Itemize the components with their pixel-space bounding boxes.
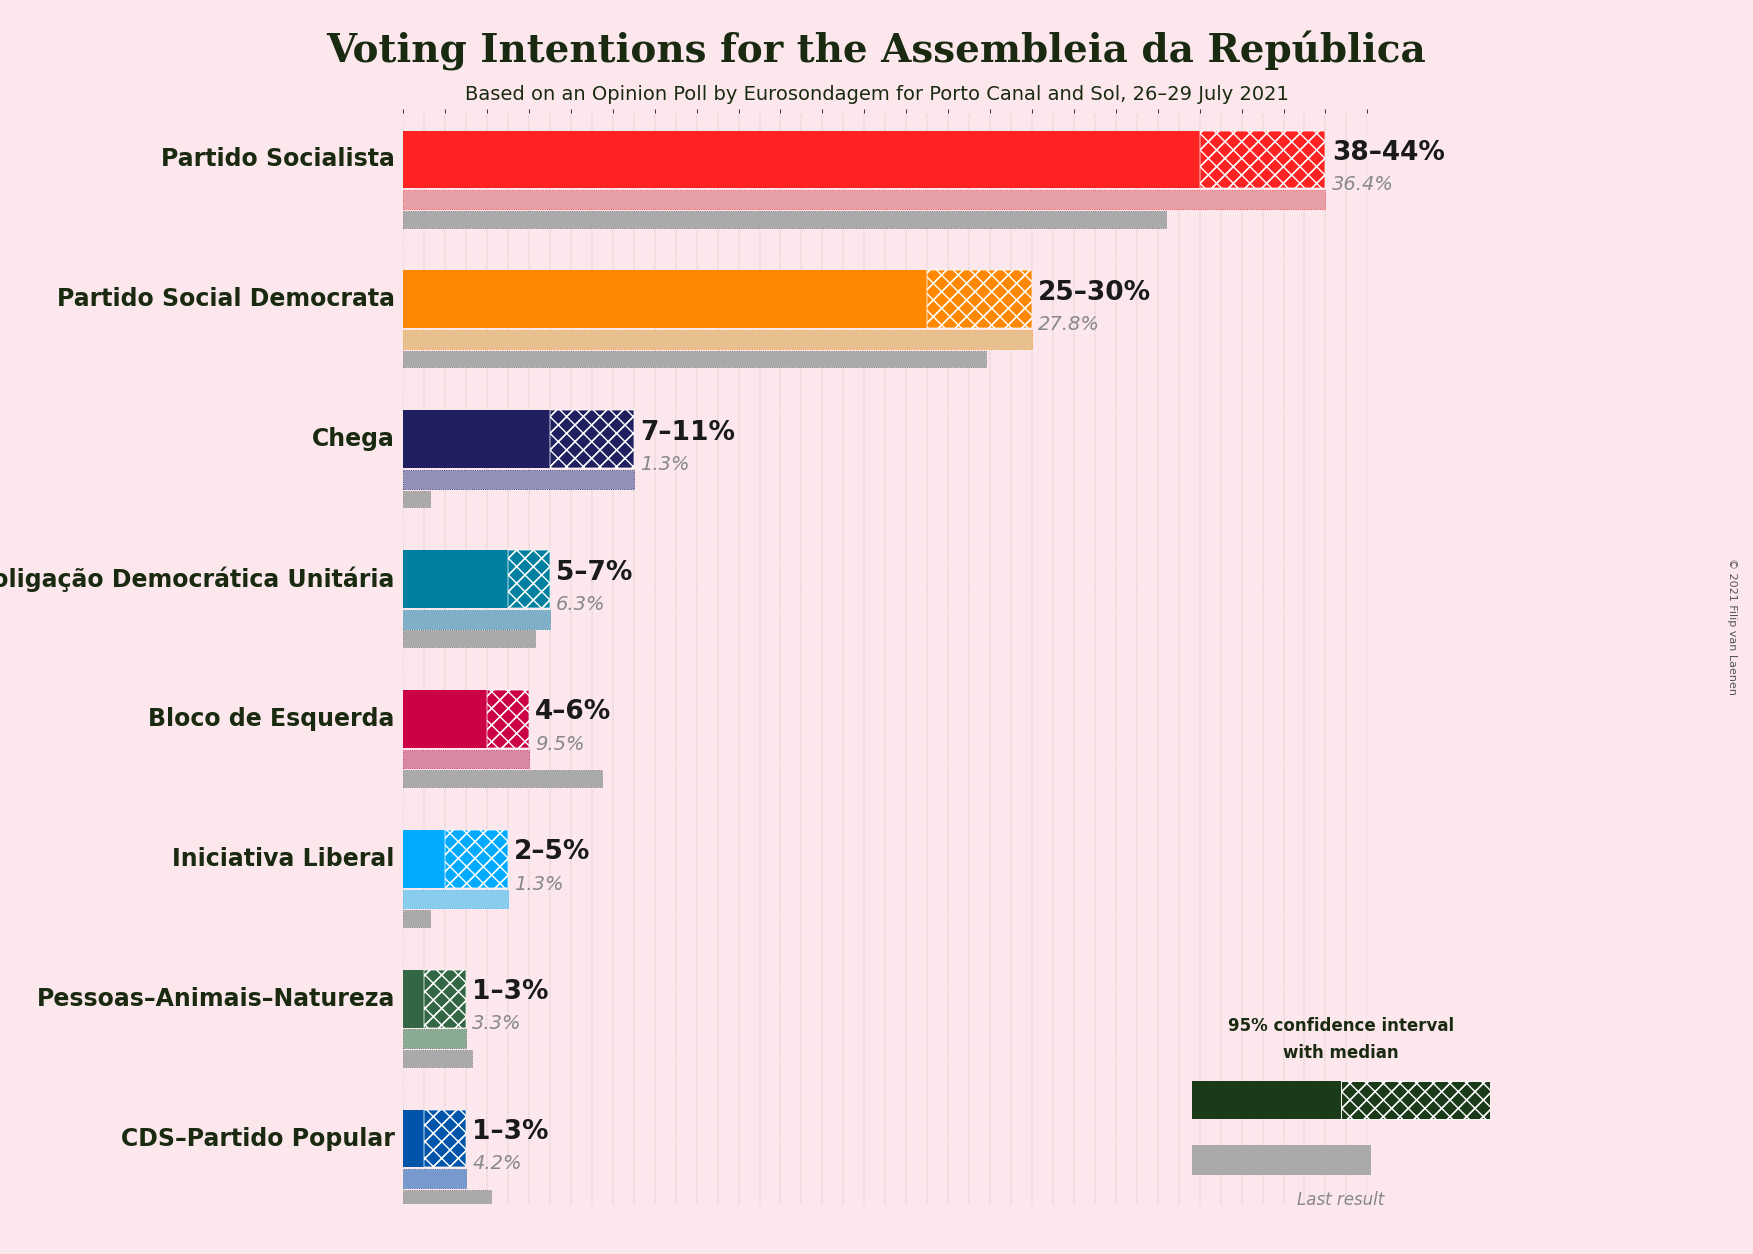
Bar <box>424 1110 466 1167</box>
Bar <box>403 191 1325 209</box>
Bar <box>445 830 508 888</box>
Text: 25–30%: 25–30% <box>1038 280 1152 306</box>
Bar <box>403 211 1166 227</box>
Bar <box>927 271 1033 329</box>
Text: 7–11%: 7–11% <box>640 420 735 445</box>
Text: Iniciativa Liberal: Iniciativa Liberal <box>172 846 394 870</box>
Bar <box>403 1050 472 1067</box>
Bar <box>403 609 550 628</box>
Text: Partido Social Democrata: Partido Social Democrata <box>56 287 394 311</box>
Bar <box>403 690 487 747</box>
Bar <box>403 889 508 908</box>
Bar <box>550 410 635 468</box>
Text: 9.5%: 9.5% <box>535 735 586 754</box>
Text: Based on an Opinion Poll by Eurosondagem for Porto Canal and Sol, 26–29 July 202: Based on an Opinion Poll by Eurosondagem… <box>465 85 1288 104</box>
Text: Bloco de Esquerda: Bloco de Esquerda <box>149 707 394 731</box>
Bar <box>424 969 466 1027</box>
Bar <box>508 551 550 608</box>
Text: 1.3%: 1.3% <box>640 455 689 474</box>
Text: 4–6%: 4–6% <box>535 700 612 725</box>
Bar <box>403 410 550 468</box>
Bar <box>403 910 431 927</box>
Text: Last result: Last result <box>1297 1191 1385 1209</box>
Bar <box>403 330 1033 349</box>
Text: 6.3%: 6.3% <box>556 594 607 613</box>
Text: Voting Intentions for the Assembleia da República: Voting Intentions for the Assembleia da … <box>326 31 1427 71</box>
Bar <box>424 1110 466 1167</box>
Bar <box>424 969 466 1027</box>
Bar <box>1341 1081 1490 1119</box>
Text: Partido Socialista: Partido Socialista <box>161 148 394 172</box>
Bar <box>1192 1081 1341 1119</box>
Text: 1.3%: 1.3% <box>514 874 564 894</box>
Text: 5–7%: 5–7% <box>556 559 633 586</box>
Bar <box>403 750 529 769</box>
Text: 1–3%: 1–3% <box>472 1119 549 1145</box>
Bar <box>1341 1081 1490 1119</box>
Text: 1–3%: 1–3% <box>472 979 549 1006</box>
Bar <box>403 1030 466 1048</box>
Text: 38–44%: 38–44% <box>1332 140 1444 166</box>
Bar <box>403 631 535 647</box>
Text: Pessoas–Animais–Natureza: Pessoas–Animais–Natureza <box>37 987 394 1011</box>
Bar <box>927 271 1033 329</box>
Text: 4.2%: 4.2% <box>472 1154 522 1174</box>
Bar <box>403 130 1199 188</box>
Text: 36.4%: 36.4% <box>1332 176 1394 194</box>
Bar <box>487 690 529 747</box>
Bar <box>403 470 635 489</box>
Bar <box>1199 130 1325 188</box>
Bar <box>403 351 985 367</box>
Bar <box>403 830 445 888</box>
Bar <box>1192 1145 1371 1175</box>
Text: 3.3%: 3.3% <box>472 1014 522 1033</box>
Bar <box>403 1190 491 1206</box>
Text: Chega: Chega <box>312 428 394 451</box>
Text: 2–5%: 2–5% <box>514 839 591 865</box>
Text: Coligação Democrática Unitária: Coligação Democrática Unitária <box>0 567 394 592</box>
Text: © 2021 Filip van Laenen: © 2021 Filip van Laenen <box>1727 558 1737 696</box>
Text: with median: with median <box>1283 1045 1399 1062</box>
Bar <box>403 551 508 608</box>
Text: CDS–Partido Popular: CDS–Partido Popular <box>121 1126 394 1151</box>
Bar <box>403 490 431 508</box>
Bar <box>508 551 550 608</box>
Text: 27.8%: 27.8% <box>1038 315 1101 334</box>
Bar <box>403 770 603 788</box>
Text: 95% confidence interval: 95% confidence interval <box>1229 1017 1453 1035</box>
Bar <box>403 271 927 329</box>
Bar <box>445 830 508 888</box>
Bar <box>1199 130 1325 188</box>
Bar <box>403 1169 466 1188</box>
Bar <box>403 969 424 1027</box>
Bar <box>403 1110 424 1167</box>
Bar <box>487 690 529 747</box>
Bar <box>550 410 635 468</box>
